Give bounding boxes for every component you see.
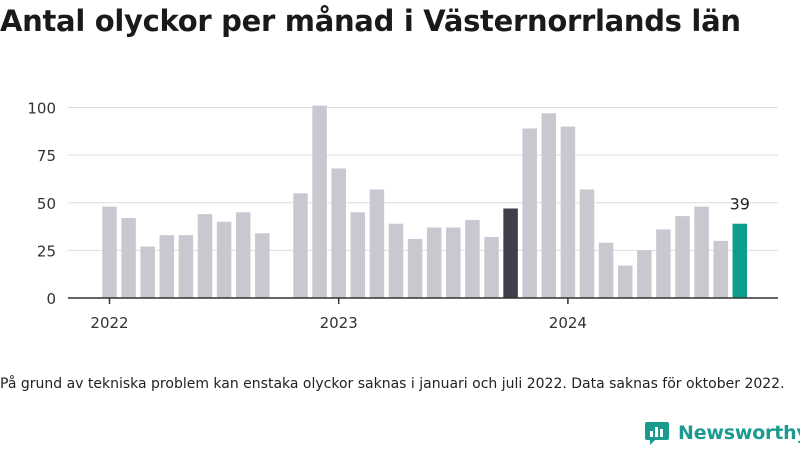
bar-2022-02 — [121, 218, 136, 298]
bar-2023-03 — [369, 189, 385, 298]
bar-2023-08 — [465, 219, 480, 298]
bar-2022-11 — [293, 193, 308, 298]
newsworthy-logo-icon — [645, 422, 669, 445]
data-labels: 39 — [730, 195, 750, 214]
x-tick-label: 2024 — [549, 314, 587, 332]
bar-2023-02 — [350, 212, 366, 298]
bar-2023-09 — [484, 237, 499, 298]
bar-2022-09 — [255, 233, 270, 298]
y-tick-label: 50 — [37, 195, 56, 213]
data-label-latest: 39 — [730, 195, 750, 214]
bar-2023-10 — [503, 208, 518, 298]
bar-2022-08 — [235, 212, 251, 298]
bar-2024-09 — [713, 240, 728, 298]
bar-2022-06 — [197, 214, 213, 298]
bar-2022-03 — [140, 246, 155, 298]
y-tick-label: 0 — [46, 290, 56, 308]
bar-2024-08 — [694, 206, 709, 298]
y-tick-label: 25 — [37, 242, 56, 260]
x-tick-label: 2023 — [320, 314, 358, 332]
bar-chart: 0 25 50 75 100 2022 2023 2024 39 — [27, 100, 778, 332]
bar-2022-07 — [216, 221, 232, 298]
chart-title: Antal olyckor per månad i Västernorrland… — [0, 4, 741, 38]
bar-2022-04 — [159, 235, 175, 298]
y-axis-ticks: 0 25 50 75 100 — [27, 100, 56, 308]
bar-2023-11 — [522, 128, 537, 298]
x-axis-ticks: 2022 2023 2024 — [90, 298, 587, 332]
bar-2024-02 — [579, 189, 595, 298]
brand-name: Newsworthy — [678, 422, 800, 444]
bar-2023-12 — [541, 113, 557, 298]
bar-2024-05 — [637, 250, 652, 298]
bar-2024-06 — [656, 229, 671, 298]
bar-2024-01 — [560, 126, 576, 298]
y-tick-label: 100 — [27, 100, 56, 118]
brand-logo[interactable]: Newsworthy — [644, 420, 800, 446]
bar-2024-10 — [732, 223, 748, 298]
bar-2023-06 — [426, 227, 442, 298]
gridlines — [68, 107, 778, 251]
bar-2023-01 — [331, 168, 346, 298]
x-tick-label: 2022 — [90, 314, 128, 332]
bar-2023-07 — [446, 227, 461, 298]
bar-2022-05 — [178, 235, 194, 298]
bar-2024-07 — [675, 216, 690, 298]
bar-2023-04 — [388, 223, 404, 298]
bar-2022-12 — [312, 105, 327, 298]
bar-2024-04 — [617, 265, 633, 298]
bar-2022-01 — [102, 206, 117, 298]
bars — [102, 105, 748, 298]
y-tick-label: 75 — [37, 147, 56, 165]
bar-2023-05 — [407, 238, 423, 298]
footnote: På grund av tekniska problem kan enstaka… — [0, 376, 785, 392]
bar-2024-03 — [598, 242, 614, 298]
